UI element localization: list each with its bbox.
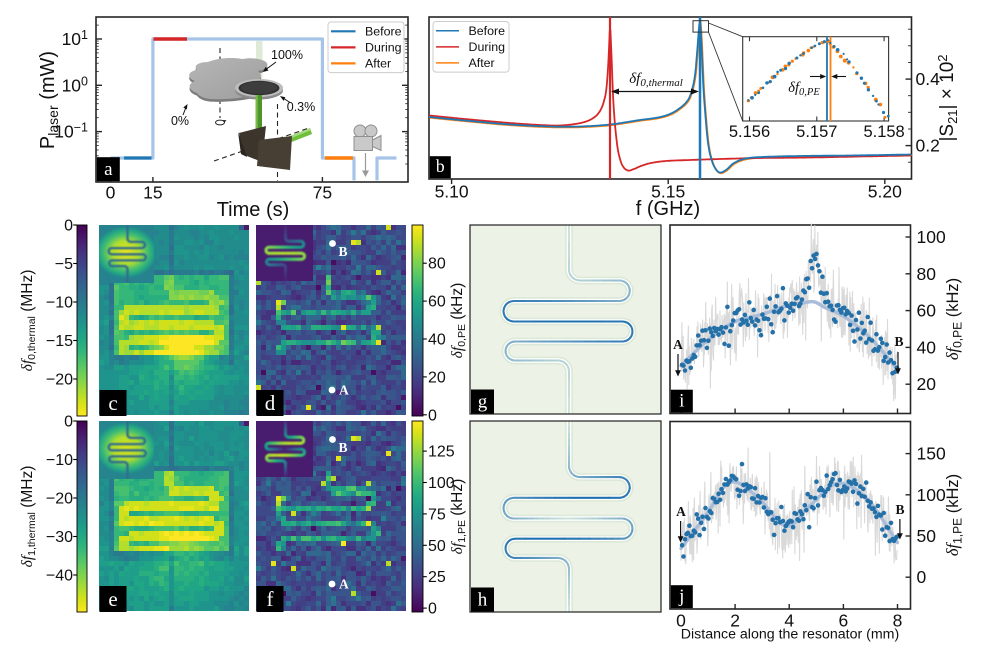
svg-text:δf1,PE (kHz): δf1,PE (kHz) [943,474,965,556]
svg-text:80: 80 [428,256,446,273]
svg-text:δf1,thermal (MHz): δf1,thermal (MHz) [19,466,38,568]
svg-text:−40: −40 [46,568,73,585]
svg-text:4: 4 [784,611,794,631]
svg-text:15: 15 [143,183,162,203]
svg-text:100: 100 [917,227,946,247]
svg-text:B: B [339,244,348,259]
svg-text:5.157: 5.157 [796,123,837,141]
svg-text:B: B [894,334,903,349]
svg-text:After: After [469,56,495,70]
svg-text:After: After [365,56,391,70]
svg-text:Before: Before [365,24,402,38]
svg-text:b: b [436,156,445,176]
svg-text:f: f [267,587,274,611]
svg-text:e: e [108,587,117,611]
svg-text:2: 2 [730,611,740,631]
svg-text:−30: −30 [46,529,73,546]
svg-text:c: c [108,391,117,415]
svg-text:0.2: 0.2 [916,136,940,156]
svg-text:−20: −20 [46,372,73,389]
svg-text:50: 50 [917,526,937,546]
svg-text:−15: −15 [46,333,73,350]
svg-text:5.20: 5.20 [868,182,902,202]
svg-text:25: 25 [428,569,446,586]
svg-text:5.15: 5.15 [651,182,685,202]
svg-text:B: B [339,440,348,455]
svg-text:−20: −20 [46,491,73,508]
svg-text:B: B [895,502,904,517]
svg-text:−10: −10 [46,452,73,469]
svg-text:During: During [469,40,506,54]
svg-text:125: 125 [428,444,455,461]
svg-text:100: 100 [917,485,946,505]
svg-text:d: d [265,391,276,415]
svg-text:0: 0 [917,567,927,587]
svg-text:0.3%: 0.3% [287,100,316,114]
svg-text:75: 75 [313,183,332,203]
svg-text:j: j [678,586,684,607]
svg-text:60: 60 [428,294,446,311]
svg-text:−10: −10 [46,295,73,312]
svg-text:g: g [478,392,488,413]
svg-text:δf1,PE (kHz): δf1,PE (kHz) [449,479,468,555]
svg-text:δf0,thermal (MHz): δf0,thermal (MHz) [19,270,38,372]
svg-text:5.158: 5.158 [863,123,904,141]
svg-text:Distance along the resonator (: Distance along the resonator (mm) [681,627,899,643]
svg-text:δf0,thermal: δf0,thermal [629,71,683,89]
svg-text:75: 75 [428,506,446,523]
svg-text:40: 40 [428,332,446,349]
svg-text:80: 80 [917,264,937,284]
svg-text:A: A [676,504,686,519]
svg-text:A: A [339,577,349,592]
svg-text:During: During [365,40,402,54]
svg-text:δf0,PE (kHz): δf0,PE (kHz) [449,283,468,359]
svg-text:|S21| × 102: |S21| × 102 [935,54,960,141]
svg-text:i: i [679,391,684,412]
svg-text:δf0,PE (kHz): δf0,PE (kHz) [943,278,965,360]
svg-text:−5: −5 [55,256,73,273]
svg-text:150: 150 [917,444,946,464]
svg-text:100%: 100% [271,48,303,62]
svg-text:5.10: 5.10 [435,182,469,202]
svg-text:20: 20 [428,369,446,386]
svg-text:Time (s): Time (s) [217,199,290,221]
svg-text:101: 101 [62,28,88,49]
svg-text:A: A [339,383,349,398]
svg-text:100: 100 [62,74,88,95]
svg-text:60: 60 [917,301,937,321]
svg-text:20: 20 [917,374,937,394]
svg-text:50: 50 [428,538,446,555]
svg-text:0.4: 0.4 [916,69,941,89]
svg-text:0: 0 [676,611,686,631]
svg-text:0: 0 [64,414,73,431]
svg-text:5.156: 5.156 [729,123,770,141]
svg-text:Plaser (mW): Plaser (mW) [37,51,61,149]
svg-text:8: 8 [893,611,903,631]
svg-text:a: a [104,159,113,180]
svg-text:0: 0 [428,601,437,618]
svg-text:6: 6 [839,611,849,631]
svg-text:0: 0 [64,218,73,235]
svg-text:0%: 0% [171,114,189,128]
svg-text:0: 0 [428,407,437,424]
svg-text:A: A [673,337,683,352]
svg-text:100: 100 [428,475,455,492]
svg-text:0: 0 [106,183,116,203]
svg-text:f (GHz): f (GHz) [636,198,700,220]
svg-text:Before: Before [469,24,506,38]
svg-text:h: h [478,590,488,611]
svg-text:40: 40 [917,337,937,357]
